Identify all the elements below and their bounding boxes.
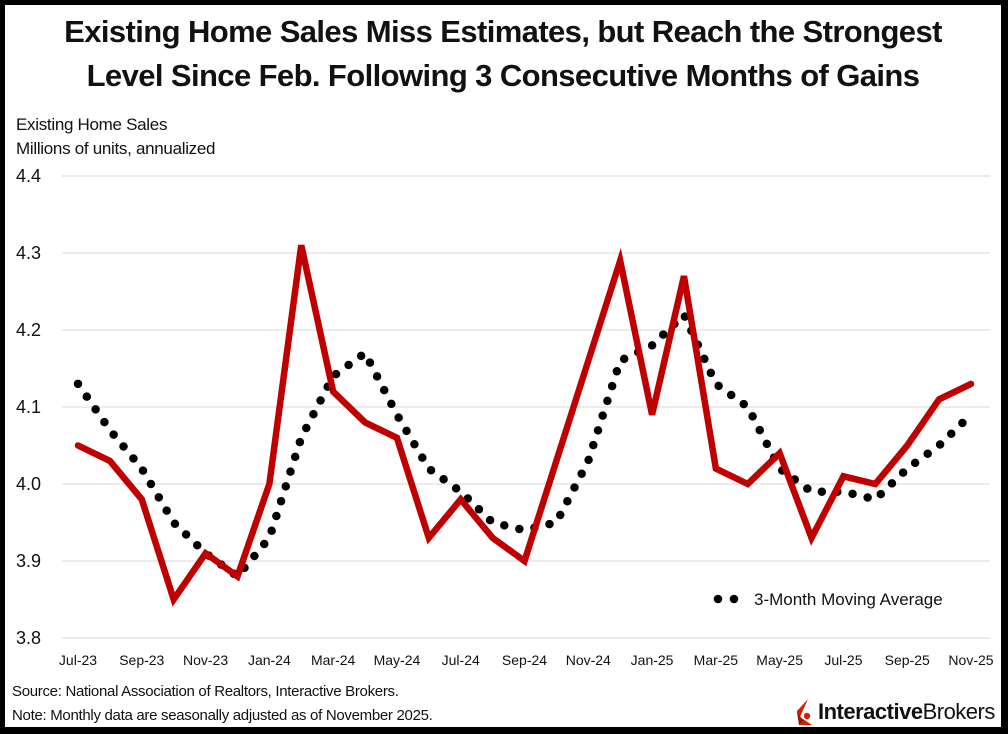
frame-gap bbox=[998, 5, 1001, 727]
y-tick-label: 4.1 bbox=[16, 397, 41, 417]
y-axis-ticks: 4.4 4.3 4.2 4.1 4.0 3.9 3.8 bbox=[16, 166, 41, 648]
frame-shadow-right bbox=[1001, 4, 1008, 734]
y-tick-label: 4.3 bbox=[16, 243, 41, 263]
legend-marker-dot bbox=[729, 594, 739, 604]
y-tick-label: 4.0 bbox=[16, 474, 41, 494]
interactive-brokers-logo: Interactive Brokers bbox=[794, 697, 995, 727]
frame-shadow-bottom bbox=[4, 727, 1008, 734]
y-tick-label: 3.9 bbox=[16, 551, 41, 571]
x-tick-label: Nov-24 bbox=[566, 652, 611, 668]
x-tick-label: Mar-25 bbox=[694, 652, 739, 668]
existing-home-sales-line bbox=[74, 244, 975, 607]
moving-average-line bbox=[73, 307, 976, 583]
x-tick-label: May-24 bbox=[374, 652, 421, 668]
x-axis-ticks: Jul-23 Sep-23 Nov-23 Jan-24 Mar-24 May-24 Jul-… bbox=[59, 652, 994, 668]
logo-text-brokers: Brokers bbox=[922, 699, 996, 724]
x-tick-label: Nov-23 bbox=[183, 652, 228, 668]
x-tick-label: Jan-25 bbox=[631, 652, 674, 668]
footnotes: Source: National Association of Realtors… bbox=[12, 680, 433, 728]
y-tick-label: 4.2 bbox=[16, 320, 41, 340]
chart-title-line2: Level Since Feb. Following 3 Consecutive… bbox=[86, 58, 920, 93]
y-axis-title-line2: Millions of units, annualized bbox=[16, 139, 216, 158]
gridlines bbox=[62, 175, 990, 639]
chart-title-line1: Existing Home Sales Miss Estimates, but … bbox=[64, 14, 942, 49]
legend: 3-Month Moving Average bbox=[713, 590, 943, 609]
legend-label: 3-Month Moving Average bbox=[754, 590, 943, 609]
y-axis-title-line1: Existing Home Sales bbox=[16, 115, 168, 134]
x-tick-label: May-25 bbox=[756, 652, 803, 668]
y-axis-title: Existing Home Sales Millions of units, a… bbox=[16, 113, 216, 161]
x-tick-label: Mar-24 bbox=[311, 652, 356, 668]
data-note: Note: Monthly data are seasonally adjust… bbox=[12, 707, 433, 724]
x-tick-label: Jul-23 bbox=[59, 652, 97, 668]
logo-text-interactive: Interactive bbox=[818, 699, 923, 724]
x-tick-label: Jul-25 bbox=[824, 652, 862, 668]
y-tick-label: 4.4 bbox=[16, 166, 41, 186]
x-tick-label: Jul-24 bbox=[442, 652, 480, 668]
chart-title: Existing Home Sales Miss Estimates, but … bbox=[5, 10, 1001, 98]
source-note: Source: National Association of Realtors… bbox=[12, 683, 399, 700]
legend-marker-dot bbox=[713, 594, 723, 604]
x-tick-label: Sep-23 bbox=[119, 652, 164, 668]
ib-flame-icon bbox=[797, 699, 812, 725]
x-tick-label: Nov-25 bbox=[948, 652, 993, 668]
y-tick-label: 3.8 bbox=[16, 628, 41, 648]
x-tick-label: Sep-25 bbox=[885, 652, 930, 668]
x-tick-label: Sep-24 bbox=[502, 652, 547, 668]
x-tick-label: Jan-24 bbox=[248, 652, 291, 668]
series-group bbox=[73, 244, 976, 607]
